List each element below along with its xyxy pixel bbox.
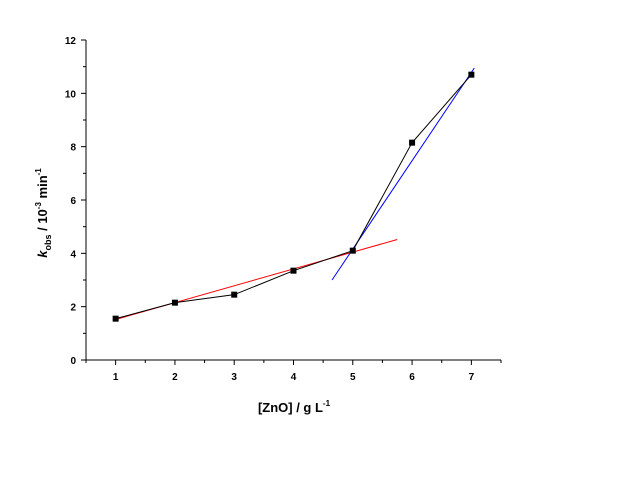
y-tick-label: 10 — [65, 89, 77, 100]
y-tick-label: 6 — [70, 196, 76, 207]
x-tick-label: 7 — [469, 372, 475, 383]
x-axis-label: [ZnO] / g L-1 — [258, 399, 331, 415]
x-tick-label: 2 — [172, 372, 178, 383]
data-point — [409, 139, 416, 146]
y-tick-label: 2 — [70, 303, 76, 314]
y-tick-label: 12 — [65, 36, 77, 47]
data-point — [349, 247, 356, 254]
y-tick-label: 0 — [70, 356, 76, 367]
series-line-1 — [115, 74, 472, 320]
x-tick-label: 4 — [291, 372, 297, 383]
data-point — [231, 291, 238, 298]
data-point — [290, 267, 297, 274]
fit-lines — [115, 67, 475, 320]
x-tick-label: 6 — [409, 372, 415, 383]
data-point — [468, 71, 475, 78]
data-series — [112, 71, 475, 322]
data-point — [112, 315, 119, 322]
x-tick-label: 1 — [113, 372, 119, 383]
x-tick-label: 5 — [350, 372, 356, 383]
y-tick-label: 8 — [70, 143, 76, 154]
y-tick-label: 4 — [70, 249, 76, 260]
y-axis-label: kobs / 10-3 min-1 — [34, 168, 53, 258]
data-point — [171, 299, 178, 306]
x-tick-label: 3 — [231, 372, 237, 383]
